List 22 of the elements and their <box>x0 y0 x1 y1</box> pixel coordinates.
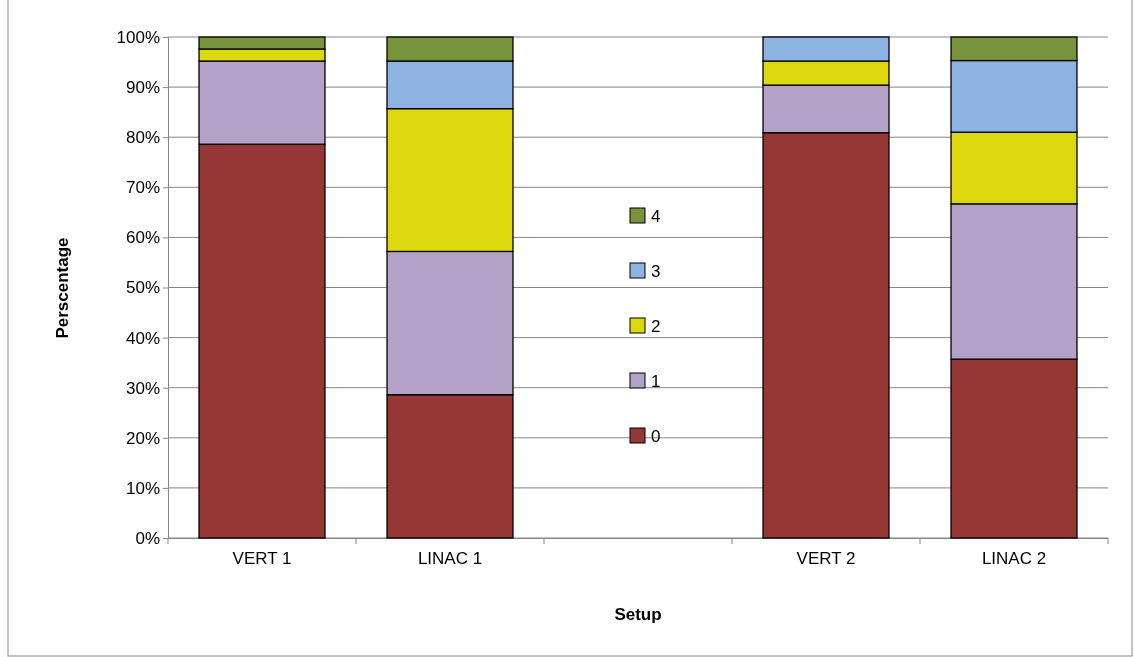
x-axis-title: Setup <box>614 605 662 624</box>
y-tick-label: 10% <box>125 478 160 498</box>
y-tick-label: 20% <box>125 428 160 448</box>
y-tick-label: 70% <box>125 178 160 198</box>
y-tick-label: 80% <box>125 128 160 148</box>
y-tick-label: 30% <box>125 378 160 398</box>
y-tick-label: 50% <box>125 278 160 298</box>
y-tick-label: 40% <box>125 328 160 348</box>
x-tick-label: VERT 2 <box>796 549 856 569</box>
legend-label: 0 <box>651 427 661 446</box>
legend-label: 3 <box>651 262 661 281</box>
y-tick-label: 100% <box>116 27 160 47</box>
x-tick-label: LINAC 2 <box>981 549 1047 569</box>
legend-label: 1 <box>651 372 661 391</box>
y-tick-label: 90% <box>125 78 160 98</box>
y-axis-title: Perscentage <box>53 237 72 339</box>
legend-label: 4 <box>651 207 661 226</box>
y-tick-label: 0% <box>135 528 160 548</box>
legend-label: 2 <box>651 317 661 336</box>
x-tick-label: LINAC 1 <box>417 549 483 569</box>
y-tick-label: 60% <box>125 228 160 248</box>
x-tick-label: VERT 1 <box>232 549 292 569</box>
